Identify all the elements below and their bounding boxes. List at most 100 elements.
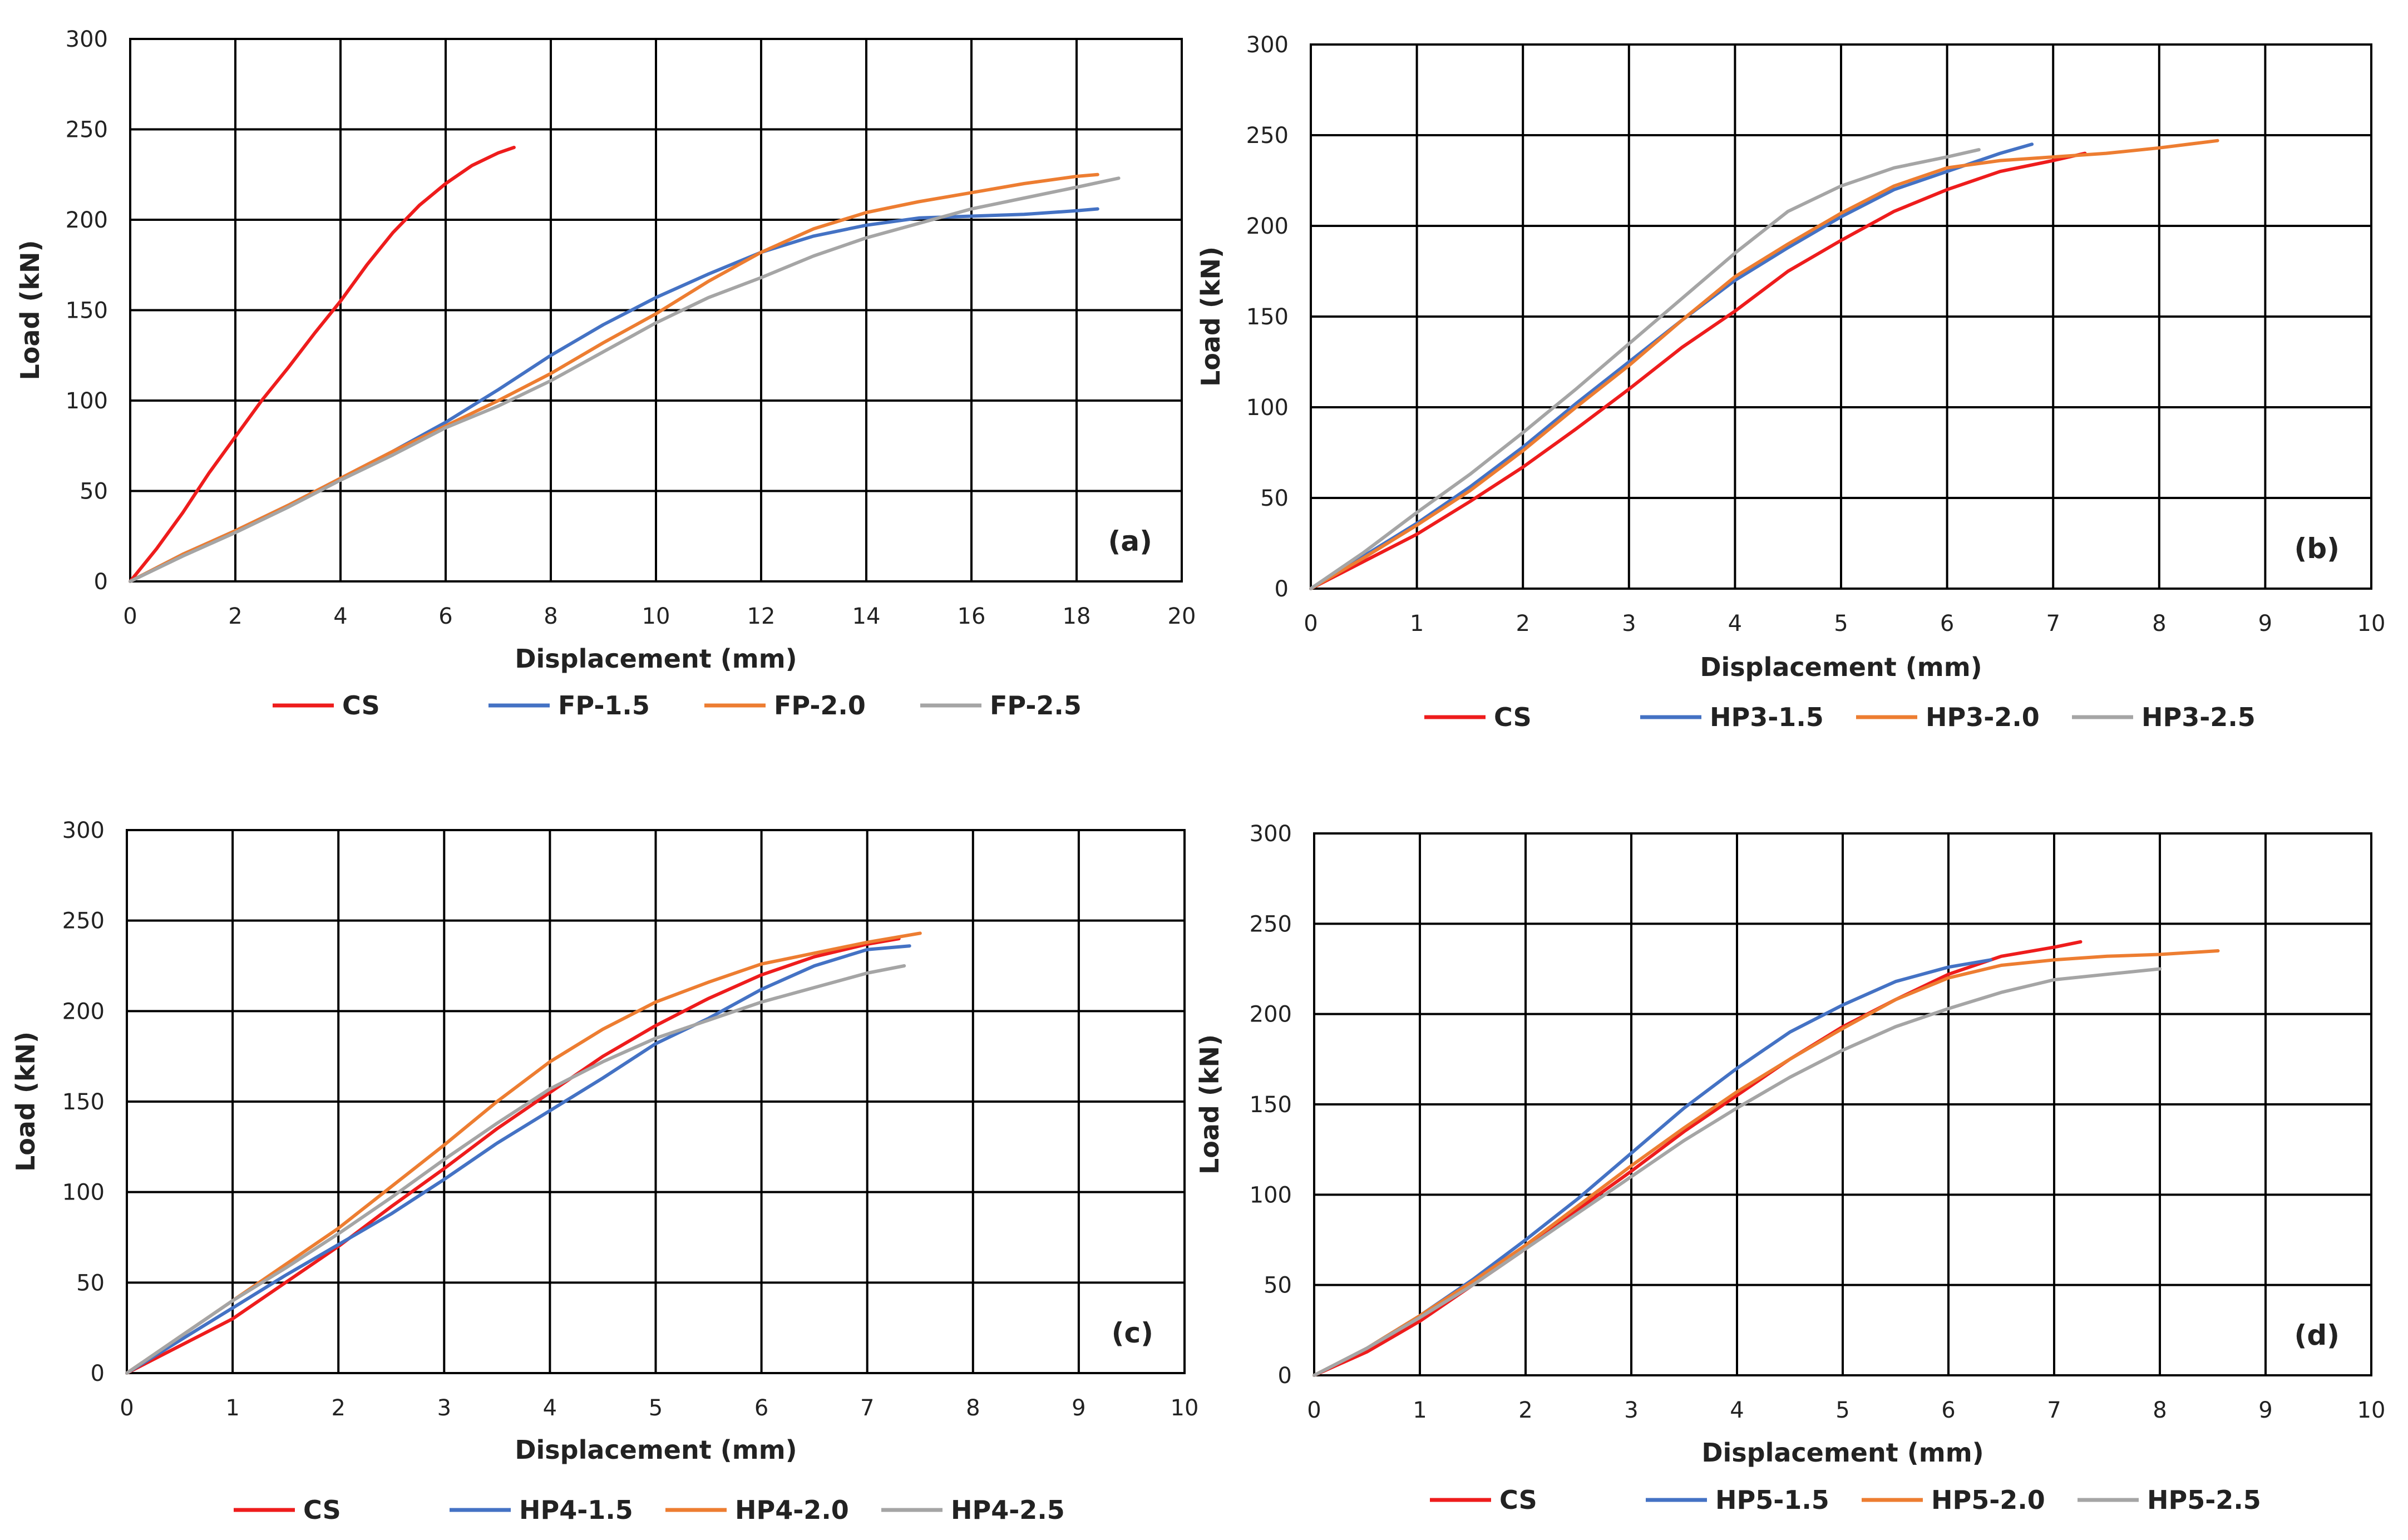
series-line-hp5-1.5 (1312, 958, 1992, 1377)
panel-label: (a) (1108, 525, 1152, 557)
x-tick-label: 6 (438, 604, 452, 629)
series-line-cs (125, 937, 901, 1375)
x-tick-label: 2 (1516, 611, 1529, 636)
series-line-cs (129, 146, 516, 583)
legend-item: HP3-1.5 (1640, 702, 1824, 732)
chart-panel-d: 0 1 2 3 4 5 6 7 8 9 10050100150200250300Displaceme… (1195, 821, 2385, 1515)
x-tick-label: 3 (1624, 1398, 1638, 1423)
x-tick-label: 4 (1728, 611, 1742, 636)
x-tick-label: 2 (1518, 1398, 1532, 1423)
x-tick-label: 8 (966, 1395, 980, 1421)
y-axis-title: Load (kN) (1195, 1034, 1225, 1174)
x-tick-label: 5 (1835, 1398, 1849, 1423)
legend-item: HP5-2.0 (1862, 1485, 2045, 1515)
y-tick-label: 50 (76, 1270, 105, 1296)
y-axis-title: Load (kN) (1196, 246, 1226, 387)
legend-label: FP-1.5 (558, 690, 650, 720)
x-tick-label: 18 (1063, 604, 1091, 629)
legend-label: HP3-1.5 (1710, 702, 1824, 732)
panel-label: (c) (1112, 1317, 1153, 1349)
x-tick-label: 7 (2046, 611, 2060, 636)
legend: CS HP5-1.5 HP5-2.0 HP5-2.5 (1430, 1485, 2261, 1515)
x-tick-label: 4 (543, 1395, 557, 1421)
x-tick-label: 1 (1410, 611, 1424, 636)
y-tick-label: 250 (66, 117, 108, 143)
legend-label: HP3-2.0 (1926, 702, 2040, 732)
legend-label: HP4-1.5 (519, 1495, 633, 1525)
x-tick-label: 2 (228, 604, 242, 629)
x-axis-title: Displacement (mm) (515, 1435, 797, 1465)
series-line-hp4-1.5 (125, 944, 911, 1375)
x-axis-title: Displacement (mm) (1701, 1438, 1983, 1468)
y-tick-label: 150 (66, 298, 108, 324)
series-line-hp5-2.0 (1312, 949, 2220, 1377)
legend-item: FP-1.5 (488, 690, 650, 720)
series-line-hp5-2.5 (1312, 967, 2162, 1377)
x-tick-label: 7 (2047, 1398, 2061, 1423)
series-line-hp4-2.5 (125, 964, 906, 1375)
y-tick-label: 100 (62, 1180, 105, 1206)
legend-item: HP4-2.0 (665, 1495, 849, 1525)
y-tick-label: 300 (1250, 821, 1292, 847)
x-tick-label: 0 (123, 604, 137, 629)
y-tick-label: 150 (1250, 1092, 1292, 1118)
x-axis-title: Displacement (mm) (1700, 652, 1982, 682)
series-line-fp-1.5 (129, 207, 1099, 583)
y-tick-label: 100 (1246, 395, 1289, 421)
x-tick-label: 12 (747, 604, 776, 629)
x-tick-label: 3 (1622, 611, 1636, 636)
x-tick-label: 8 (2153, 1398, 2167, 1423)
y-tick-label: 250 (1250, 911, 1292, 937)
y-tick-label: 0 (91, 1361, 105, 1386)
legend-label: HP3-2.5 (2141, 702, 2256, 732)
series-line-hp3-2.0 (1309, 139, 2219, 590)
y-tick-label: 50 (1260, 486, 1289, 511)
legend-label: HP5-2.5 (2147, 1485, 2261, 1515)
x-axis-title: Displacement (mm) (515, 644, 797, 674)
y-tick-label: 100 (1250, 1182, 1292, 1208)
x-tick-label: 10 (1171, 1395, 1199, 1421)
legend-item: HP4-1.5 (450, 1495, 633, 1525)
y-tick-label: 200 (62, 999, 105, 1024)
y-tick-label: 200 (1246, 214, 1289, 239)
x-tick-label: 16 (958, 604, 986, 629)
panel-label: (b) (2294, 532, 2340, 565)
x-tick-label: 1 (1413, 1398, 1427, 1423)
legend-item: HP5-1.5 (1646, 1485, 1829, 1515)
x-tick-label: 0 (1304, 611, 1318, 636)
y-tick-label: 200 (1250, 1002, 1292, 1028)
legend-label: CS (303, 1495, 341, 1525)
legend-label: CS (1499, 1485, 1537, 1515)
x-tick-label: 10 (642, 604, 670, 629)
x-tick-label: 8 (2152, 611, 2166, 636)
x-tick-label: 4 (333, 604, 347, 629)
plot-area-border (126, 829, 1186, 1374)
y-tick-label: 150 (62, 1089, 105, 1115)
x-tick-label: 20 (1168, 604, 1196, 629)
legend-item: FP-2.0 (704, 690, 866, 720)
y-tick-label: 0 (1278, 1363, 1292, 1389)
x-tick-label: 4 (1730, 1398, 1744, 1423)
legend-item: HP4-2.5 (881, 1495, 1065, 1525)
y-tick-label: 0 (1275, 576, 1289, 602)
y-tick-label: 50 (80, 479, 108, 505)
x-tick-label: 2 (331, 1395, 345, 1421)
legend-item: HP3-2.0 (1856, 702, 2040, 732)
y-tick-label: 50 (1264, 1273, 1292, 1299)
legend-item: CS (273, 690, 380, 720)
x-tick-label: 7 (860, 1395, 874, 1421)
legend-label: HP4-2.5 (951, 1495, 1065, 1525)
legend-label: HP5-1.5 (1715, 1485, 1829, 1515)
y-tick-label: 100 (66, 388, 108, 414)
legend-label: FP-2.0 (774, 690, 866, 720)
y-tick-label: 300 (66, 27, 108, 52)
plot-area-border (1313, 832, 2372, 1376)
legend: CS HP4-1.5 HP4-2.0 HP4-2.5 (234, 1495, 1065, 1525)
plot-area-border (1310, 43, 2372, 590)
x-tick-label: 1 (225, 1395, 239, 1421)
x-tick-label: 8 (544, 604, 557, 629)
legend-item: CS (234, 1495, 341, 1525)
chart-panel-b: 0 1 2 3 4 5 6 7 8 9 10050100150200250300Displaceme… (1196, 32, 2385, 732)
y-tick-label: 250 (62, 909, 105, 934)
